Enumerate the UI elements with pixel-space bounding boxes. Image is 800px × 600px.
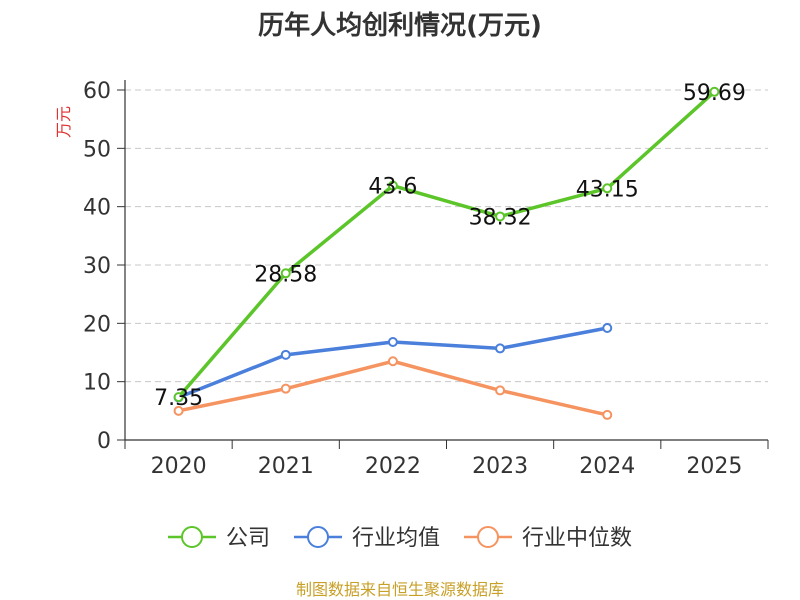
data-label: 43.15 [576, 177, 639, 202]
data-point [709, 86, 720, 97]
x-tick-label: 2024 [579, 454, 635, 479]
y-tick-label: 0 [97, 429, 111, 454]
y-tick-label: 50 [83, 137, 111, 162]
data-point [495, 343, 506, 354]
series-line-2 [176, 359, 609, 417]
data-point [495, 211, 506, 222]
data-point [387, 180, 398, 191]
data-label: 7.35 [154, 386, 203, 411]
y-tick-label: 20 [83, 312, 111, 337]
y-tick-label: 40 [83, 196, 111, 221]
chart-title: 历年人均创利情况(万元) [258, 10, 542, 41]
x-tick-label: 2022 [365, 454, 421, 479]
legend-label: 行业中位数 [522, 526, 632, 551]
legend-item-0[interactable]: 公司 [168, 526, 270, 551]
data-point [602, 183, 613, 194]
y-axis-label: 万元 [54, 106, 73, 138]
data-label: 59.69 [683, 81, 746, 106]
legend-label: 公司 [226, 526, 270, 551]
legend-label: 行业均值 [352, 526, 440, 551]
axes: 0 10 20 30 40 50 60 2020 2021 2022 2023 2024 2025 [83, 79, 769, 479]
data-label: 38.32 [469, 205, 532, 230]
series-lines [173, 86, 720, 420]
data-label: 43.6 [368, 175, 417, 200]
data-labels: 7.35 28.58 43.6 38.32 43.15 59.69 [154, 81, 746, 411]
data-point [602, 323, 613, 333]
data-point [387, 337, 398, 347]
grid-lines [125, 89, 768, 383]
y-tick-label: 60 [83, 79, 111, 104]
x-tick-label: 2023 [472, 454, 528, 479]
y-tick-label: 10 [83, 371, 111, 396]
legend-item-2[interactable]: 行业中位数 [464, 526, 632, 551]
y-tick-label: 30 [83, 254, 111, 279]
x-tick-label: 2020 [151, 454, 207, 479]
data-point [495, 385, 506, 396]
source-note: 制图数据来自恒生聚源数据库 [296, 580, 504, 599]
data-point [173, 392, 184, 403]
legend: 公司 行业均值 行业中位数 [168, 526, 632, 551]
data-label: 28.58 [254, 262, 317, 287]
data-point [280, 383, 291, 394]
legend-swatch-marker [477, 526, 499, 548]
data-point [602, 409, 613, 420]
data-point [387, 356, 398, 367]
x-tick-label: 2025 [686, 454, 742, 479]
data-point [173, 405, 184, 416]
legend-swatch-marker [307, 526, 329, 548]
legend-swatch-marker [181, 526, 203, 548]
data-point [280, 268, 291, 279]
legend-item-1[interactable]: 行业均值 [294, 526, 440, 551]
data-point [280, 349, 291, 360]
x-tick-label: 2021 [258, 454, 314, 479]
series-line-0 [176, 90, 717, 399]
